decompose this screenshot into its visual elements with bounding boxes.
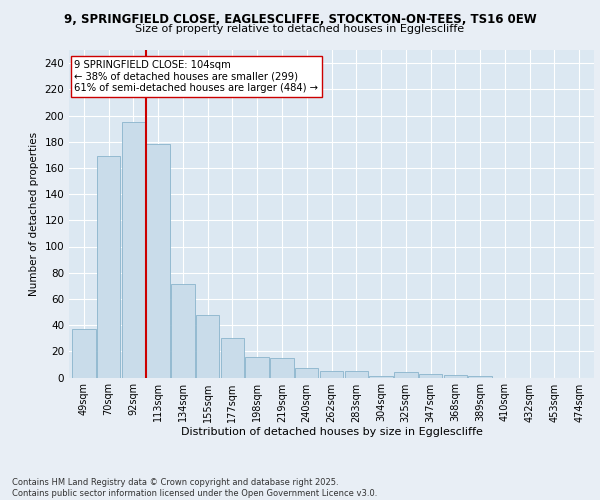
Bar — [122, 122, 145, 378]
X-axis label: Distribution of detached houses by size in Egglescliffe: Distribution of detached houses by size … — [181, 428, 482, 438]
Bar — [72, 329, 95, 378]
Bar — [443, 375, 467, 378]
Bar — [469, 376, 492, 378]
Bar — [270, 358, 294, 378]
Bar — [97, 156, 121, 378]
Bar — [394, 372, 418, 378]
Bar — [344, 371, 368, 378]
Y-axis label: Number of detached properties: Number of detached properties — [29, 132, 39, 296]
Bar — [146, 144, 170, 378]
Bar — [295, 368, 319, 378]
Text: Size of property relative to detached houses in Egglescliffe: Size of property relative to detached ho… — [136, 24, 464, 34]
Text: Contains HM Land Registry data © Crown copyright and database right 2025.
Contai: Contains HM Land Registry data © Crown c… — [12, 478, 377, 498]
Bar — [171, 284, 194, 378]
Bar — [369, 376, 393, 378]
Bar — [221, 338, 244, 378]
Bar — [320, 371, 343, 378]
Text: 9 SPRINGFIELD CLOSE: 104sqm
← 38% of detached houses are smaller (299)
61% of se: 9 SPRINGFIELD CLOSE: 104sqm ← 38% of det… — [74, 60, 318, 93]
Text: 9, SPRINGFIELD CLOSE, EAGLESCLIFFE, STOCKTON-ON-TEES, TS16 0EW: 9, SPRINGFIELD CLOSE, EAGLESCLIFFE, STOC… — [64, 13, 536, 26]
Bar — [245, 356, 269, 378]
Bar — [419, 374, 442, 378]
Bar — [196, 314, 220, 378]
